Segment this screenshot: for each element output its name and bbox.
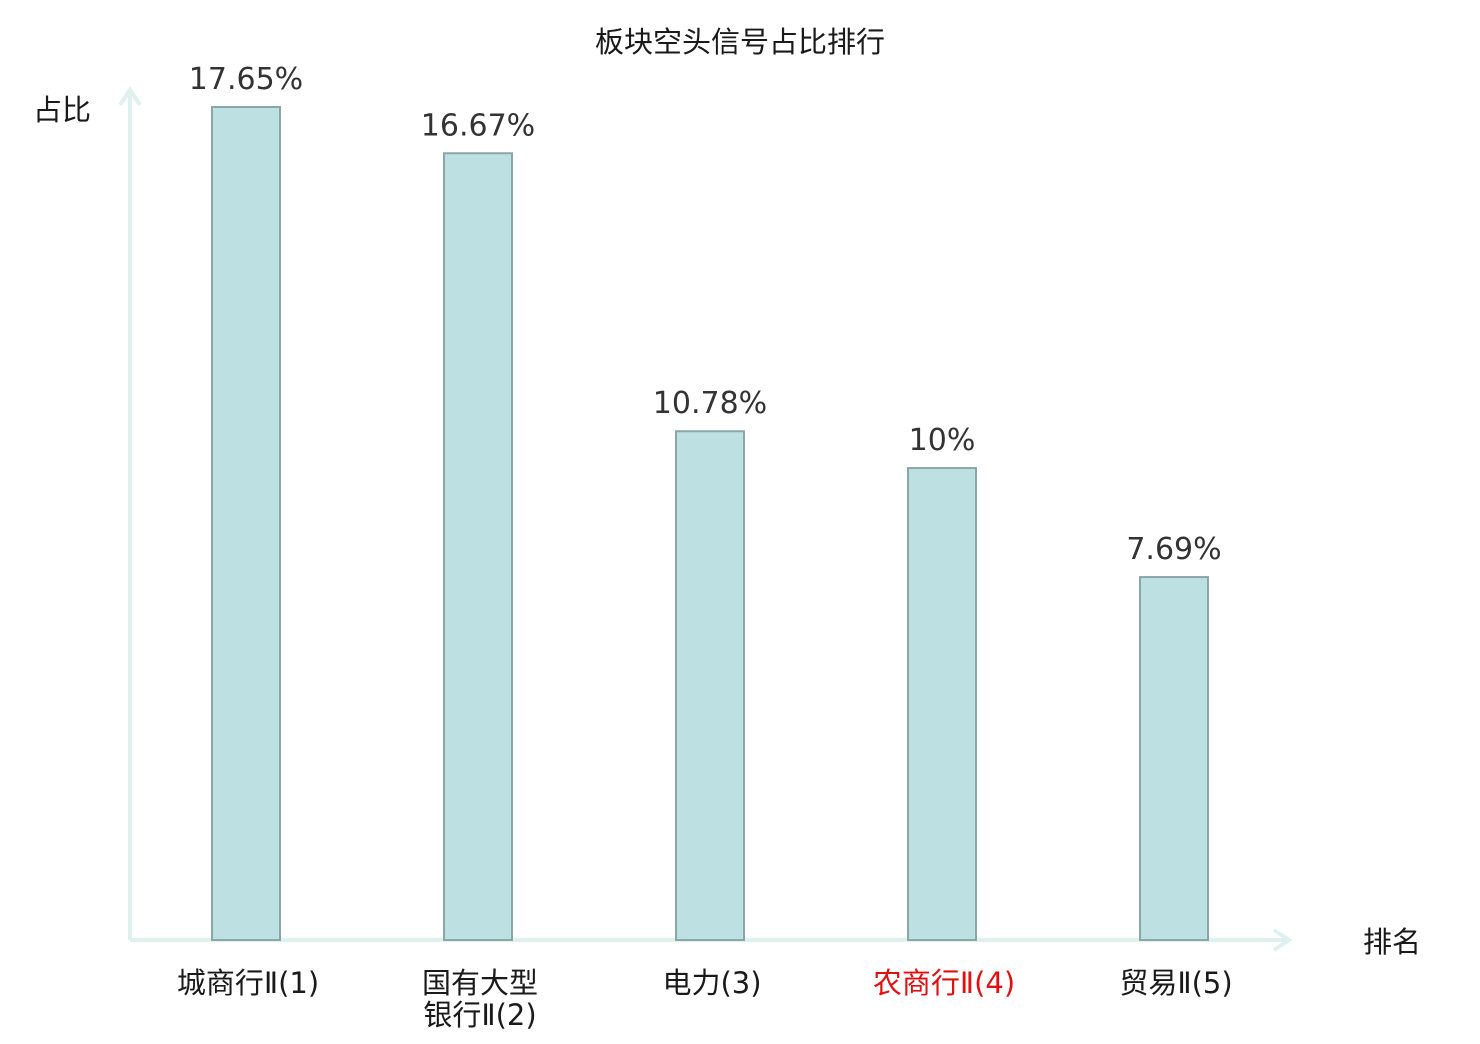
value-label: 17.65% <box>189 62 303 97</box>
y-axis-arrow <box>118 86 142 107</box>
category-label: 贸易Ⅱ(5) <box>1119 966 1232 1000</box>
category-label: 国有大型银行Ⅱ(2) <box>422 966 538 1032</box>
y-axis-label: 占比 <box>33 93 91 127</box>
bars-group <box>211 106 1209 941</box>
category-label-line: 国有大型 <box>422 966 538 1000</box>
x-axis-arrow <box>1272 928 1293 952</box>
category-label-line: 城商行Ⅱ(1) <box>177 966 319 1000</box>
category-label-line: 银行Ⅱ(2) <box>423 998 536 1032</box>
value-label: 10% <box>909 423 976 458</box>
bar <box>1139 576 1209 941</box>
bar <box>675 430 745 941</box>
bar <box>211 106 281 941</box>
value-label: 7.69% <box>1126 532 1221 567</box>
category-labels-group: 城商行Ⅱ(1) 国有大型银行Ⅱ(2) 电力(3) 农商行Ⅱ(4) 贸易Ⅱ(5) <box>177 966 1233 1032</box>
value-labels-group: 17.65% 16.67% 10.78% 10% 7.69% <box>189 62 1222 567</box>
category-label: 城商行Ⅱ(1) <box>177 966 319 1000</box>
bar <box>443 152 513 941</box>
bar <box>907 467 977 941</box>
category-label: 电力(3) <box>662 966 761 1000</box>
category-label: 农商行Ⅱ(4) <box>873 966 1015 1000</box>
value-label: 10.78% <box>653 386 767 421</box>
category-label-line: 农商行Ⅱ(4) <box>873 966 1015 1000</box>
x-axis-label: 排名 <box>1363 925 1421 959</box>
value-label: 16.67% <box>421 108 535 143</box>
chart-title: 板块空头信号占比排行 <box>595 25 885 59</box>
category-label-line: 电力(3) <box>662 966 761 1000</box>
category-label-line: 贸易Ⅱ(5) <box>1119 966 1232 1000</box>
